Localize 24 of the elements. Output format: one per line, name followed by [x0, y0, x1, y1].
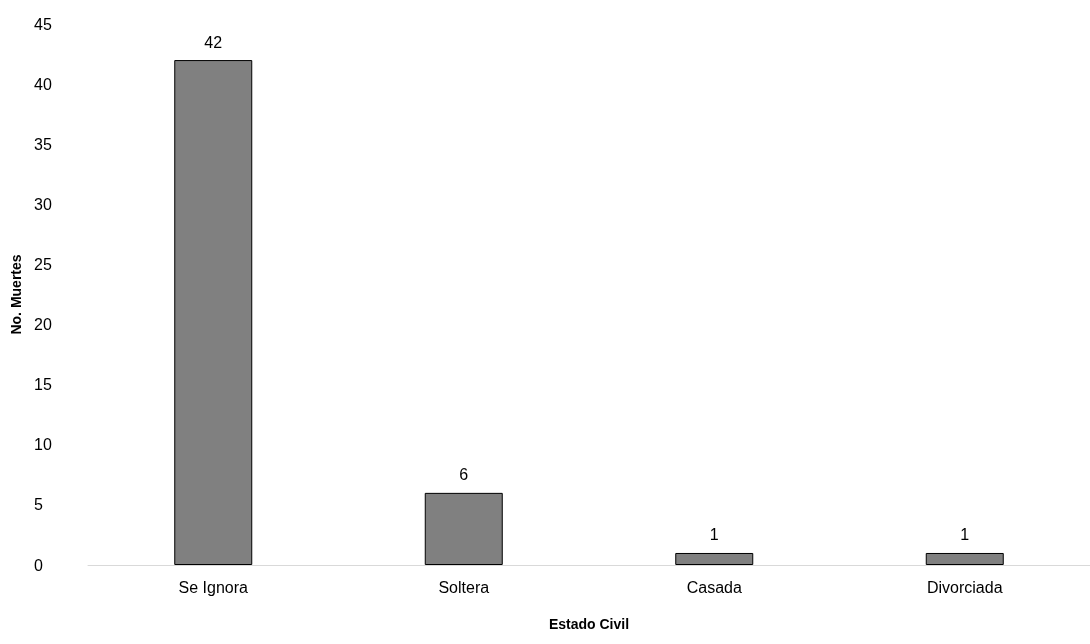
y-tick-label: 10	[34, 436, 52, 454]
x-axis-title: Estado Civil	[548, 616, 630, 632]
x-tick-label: Soltera	[438, 578, 490, 596]
bar	[675, 552, 754, 565]
bar	[925, 552, 1004, 565]
bar	[174, 60, 253, 565]
data-label: 6	[459, 466, 469, 484]
data-label: 1	[960, 526, 970, 544]
y-tick-label: 25	[34, 255, 52, 273]
y-tick-label: 5	[34, 496, 43, 514]
y-tick-label: 15	[34, 376, 52, 394]
x-tick-label: Divorciada	[926, 578, 1003, 596]
y-tick-label: 45	[34, 15, 52, 33]
y-tick-label: 35	[34, 135, 52, 153]
y-tick-label: 0	[34, 556, 43, 574]
x-tick-label: Casada	[686, 578, 742, 596]
x-tick-label: Se Ignora	[178, 578, 249, 596]
y-tick-label: 30	[34, 195, 52, 213]
y-tick-label: 20	[34, 316, 52, 334]
y-axis-title: No. Muertes	[8, 254, 25, 335]
y-tick-label: 40	[34, 75, 52, 93]
data-label: 1	[709, 526, 719, 544]
bar	[424, 492, 503, 565]
data-label: 42	[204, 33, 223, 51]
